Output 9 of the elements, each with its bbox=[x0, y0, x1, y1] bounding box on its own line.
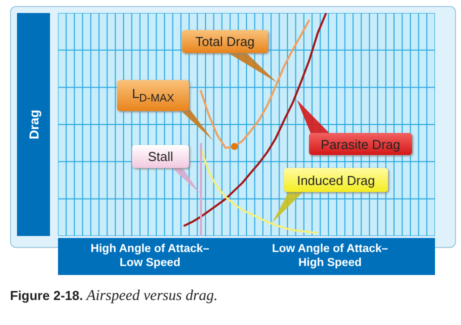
caption: Figure 2-18. Airspeed versus drag. bbox=[10, 288, 218, 304]
annotation: Stall bbox=[148, 149, 174, 164]
text: High Angle of Attack– Low Speed bbox=[90, 242, 210, 270]
annotation: Parasite Drag bbox=[320, 136, 400, 152]
annotation: L$_{D-MAX}$ bbox=[132, 86, 174, 105]
annotation: Total Drag bbox=[195, 34, 255, 49]
annotation: Induced Drag bbox=[296, 172, 376, 188]
text: Low Angle of Attack– High Speed bbox=[270, 242, 390, 270]
y-axis-title: Drag bbox=[26, 110, 41, 140]
